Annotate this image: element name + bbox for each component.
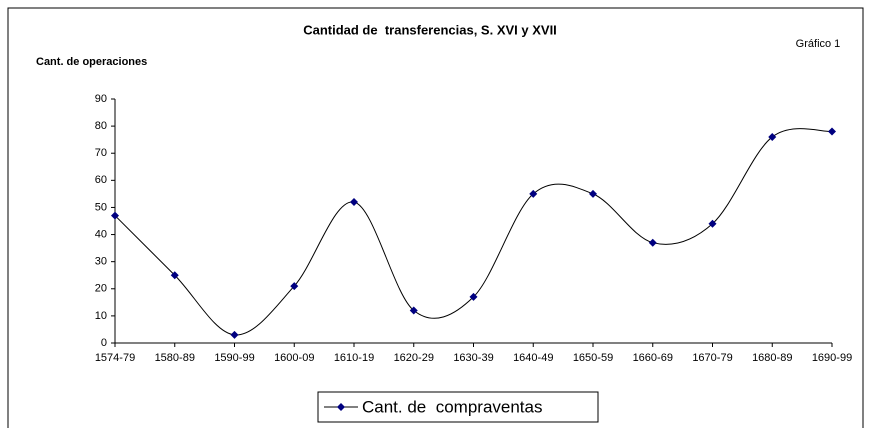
y-tick-label: 70	[95, 147, 107, 159]
x-tick-label: 1630-39	[453, 352, 493, 364]
x-tick-label: 1610-19	[334, 352, 374, 364]
x-tick-label: 1580-89	[155, 352, 195, 364]
y-tick-label: 50	[95, 201, 107, 213]
y-tick-label: 20	[95, 283, 107, 295]
marker	[290, 282, 299, 291]
x-tick-label: 1680-89	[752, 352, 792, 364]
marker	[708, 219, 717, 228]
y-tick-label: 80	[95, 120, 107, 132]
chart-frame	[7, 7, 864, 428]
y-axis-label: Cant. de operaciones	[36, 56, 147, 68]
y-tick-label: 0	[101, 337, 107, 349]
x-tick-label: 1660-69	[633, 352, 673, 364]
marker	[529, 189, 538, 198]
marker	[409, 306, 418, 315]
marker	[350, 198, 358, 207]
annotation: Gráfico 1	[796, 38, 841, 50]
x-tick-label: 1620-29	[394, 352, 434, 364]
marker	[230, 330, 239, 339]
legend-box	[317, 391, 599, 423]
marker	[648, 238, 657, 247]
marker	[768, 132, 777, 141]
x-tick-label: 1590-99	[214, 352, 254, 364]
y-tick-label: 90	[95, 93, 107, 105]
x-tick-label: 1640-49	[513, 352, 553, 364]
x-tick-label: 1670-79	[692, 352, 732, 364]
y-tick-label: 40	[95, 228, 107, 240]
legend-label: Cant. de compraventas	[362, 397, 542, 416]
marker	[589, 189, 597, 198]
chart-title: Cantidad de transferencias, S. XVI y XVI…	[303, 22, 557, 37]
y-tick-label: 60	[95, 174, 107, 186]
marker	[170, 271, 179, 280]
marker	[111, 211, 119, 220]
y-tick-label: 30	[95, 256, 107, 268]
legend-marker	[337, 403, 345, 411]
x-tick-label: 1574-79	[95, 352, 135, 364]
marker	[828, 127, 836, 136]
marker	[469, 292, 478, 301]
x-tick-label: 1650-59	[573, 352, 613, 364]
y-tick-label: 10	[95, 310, 107, 322]
x-tick-label: 1690-99	[812, 352, 852, 364]
x-tick-label: 1600-09	[274, 352, 314, 364]
